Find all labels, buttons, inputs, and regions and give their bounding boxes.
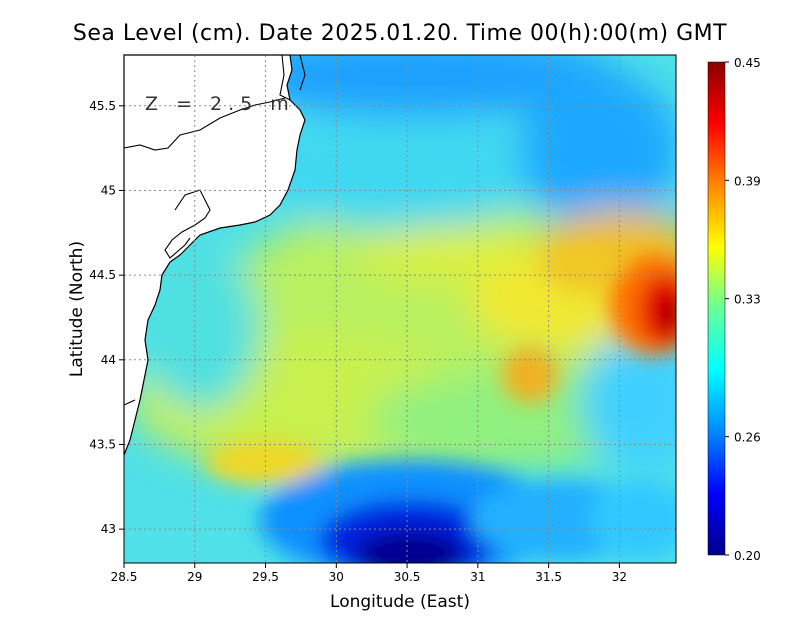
x-tick-label: 31 <box>470 570 485 584</box>
colorbar-tick-label: 0.33 <box>734 293 761 307</box>
y-tick-label: 43 <box>101 522 116 536</box>
colorbar-ticks: 0.45 0.39 0.33 0.26 0.20 <box>725 56 761 563</box>
y-tick-label: 44.5 <box>89 268 116 282</box>
x-axis-label: Longitude (East) <box>330 592 470 612</box>
depth-label: Z = 2.5 m <box>145 93 295 115</box>
plot-frame <box>123 54 677 564</box>
colorbar-tick-label: 0.39 <box>734 174 761 188</box>
colorbar-tick-label: 0.20 <box>734 549 761 563</box>
coast-inlet-1 <box>123 97 286 151</box>
y-tick-label: 44 <box>101 353 116 367</box>
x-tick-label: 29 <box>187 570 202 584</box>
land-mass <box>123 54 306 456</box>
coast-border <box>123 399 136 406</box>
y-axis-ticks: 45.5 45 44.5 44 43.5 43 <box>89 99 124 536</box>
x-tick-label: 30 <box>329 570 344 584</box>
y-tick-label: 43.5 <box>89 437 116 451</box>
x-tick-label: 30.5 <box>394 570 421 584</box>
x-tick-label: 32 <box>612 570 627 584</box>
x-axis-ticks: 28.5 29 29.5 30 30.5 31 31.5 32 <box>111 563 627 584</box>
colorbar <box>707 61 726 556</box>
y-axis-label: Latitude (North) <box>67 241 87 377</box>
x-tick-label: 29.5 <box>252 570 279 584</box>
x-tick-label: 31.5 <box>535 570 562 584</box>
y-tick-label: 45 <box>101 183 116 197</box>
coast-north <box>279 54 306 101</box>
chart-title: Sea Level (cm). Date 2025.01.20. Time 00… <box>73 21 727 46</box>
colorbar-tick-label: 0.45 <box>734 56 761 70</box>
colorbar-tick-label: 0.26 <box>734 431 761 445</box>
x-tick-label: 28.5 <box>111 570 138 584</box>
gridlines <box>124 55 676 563</box>
y-tick-label: 45.5 <box>89 99 116 113</box>
